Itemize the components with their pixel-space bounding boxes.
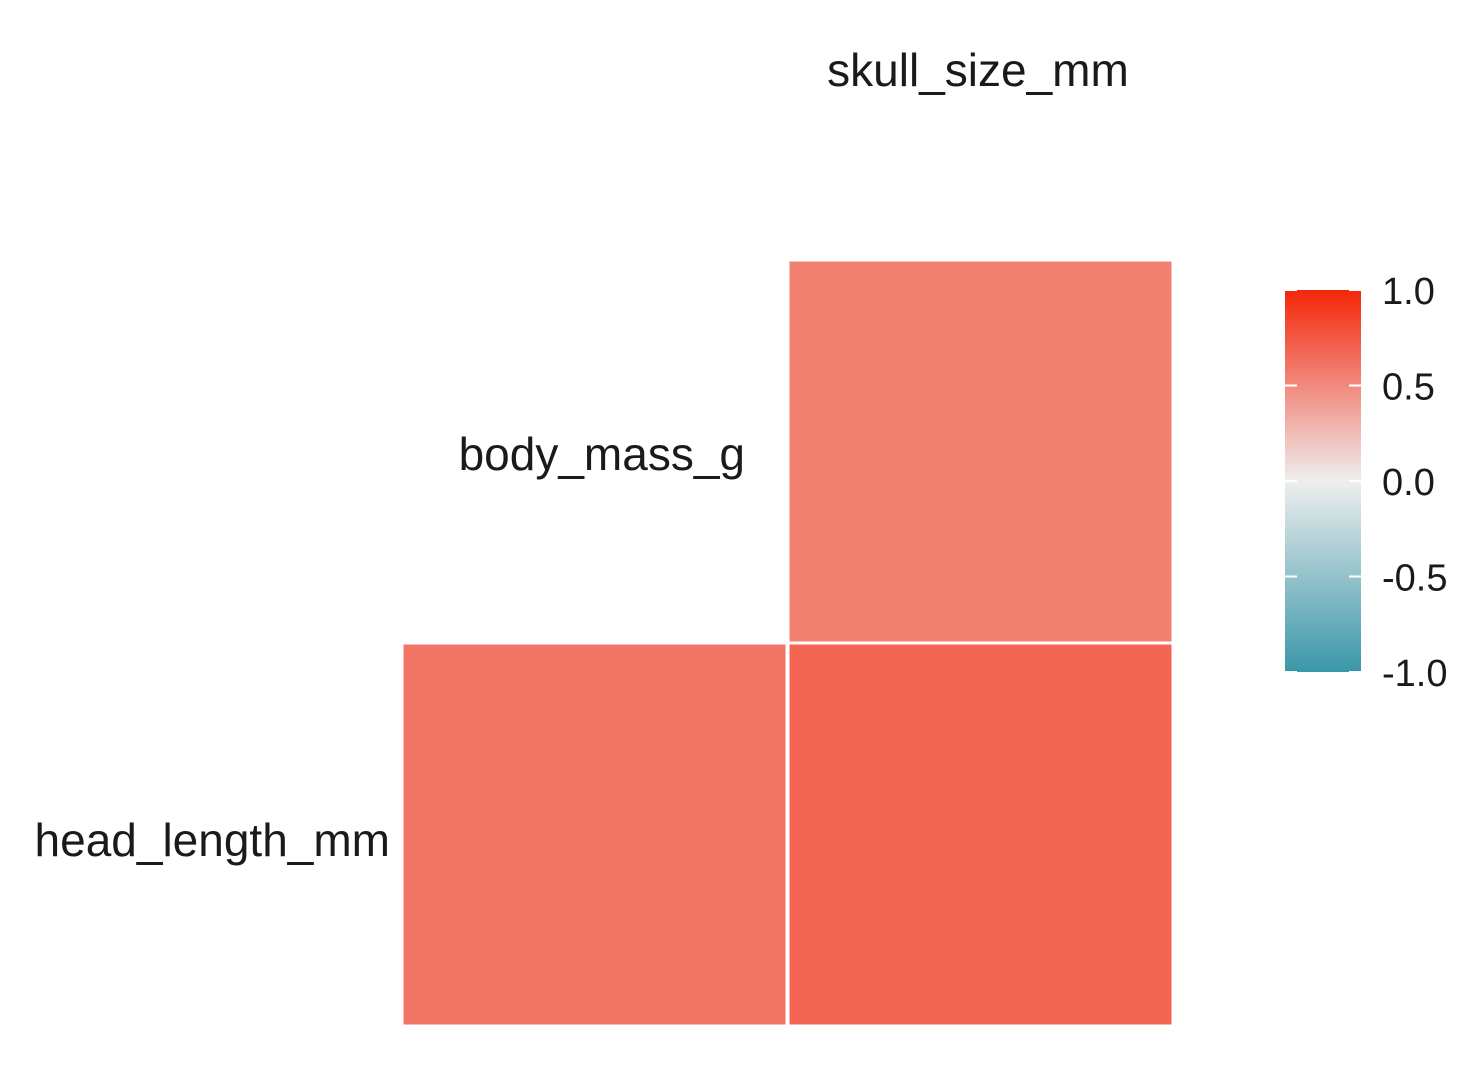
heatmap-labels: skull_size_mm body_mass_g head_length_mm [35,44,1129,866]
legend-tick-label: 1.0 [1382,271,1435,313]
row-label-head-length-mm: head_length_mm [35,814,390,866]
heatmap-cell-body_mass_g-skull_size_mm [786,258,1175,645]
color-legend: 1.0 0.5 0.0 -0.5 -1.0 [1285,271,1447,695]
heatmap-cells [400,258,1175,1028]
legend-tick-label: -1.0 [1382,653,1447,695]
legend-tick-label: 0.5 [1382,367,1435,409]
legend-colorbar [1285,290,1361,672]
legend-tick-label: -0.5 [1382,558,1447,600]
heatmap-cell-head_length_mm-skull_size_mm [786,641,1175,1028]
column-label-skull-size-mm: skull_size_mm [827,44,1129,96]
legend-tick-label: 0.0 [1382,462,1435,504]
heatmap-cell-head_length_mm-body_mass_g [400,641,789,1028]
row-label-body-mass-g: body_mass_g [459,428,745,480]
